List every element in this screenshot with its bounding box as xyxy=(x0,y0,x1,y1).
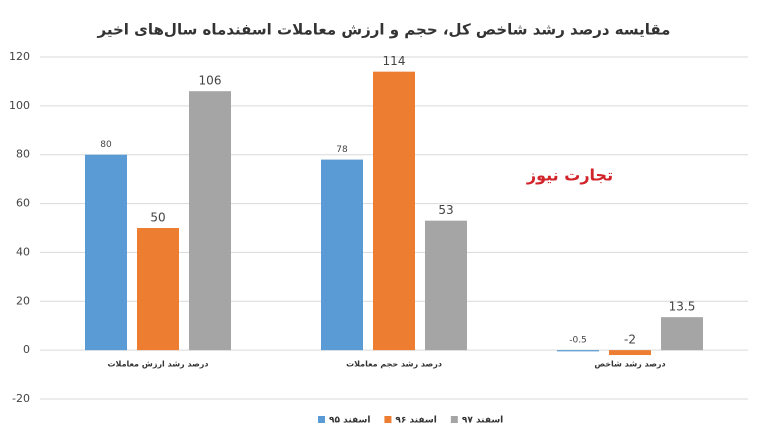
value-label: 106 xyxy=(199,74,222,88)
x-tick-label: درصد رشد شاخص xyxy=(594,360,665,370)
bar xyxy=(189,91,231,351)
legend-label: اسفند ۹۷ xyxy=(462,416,503,426)
y-tick-label: 0 xyxy=(23,343,30,356)
value-label: 53 xyxy=(438,203,453,217)
value-label: 13.5 xyxy=(669,300,696,314)
bar xyxy=(609,350,651,356)
legend-swatch xyxy=(318,416,325,423)
y-tick-label: 120 xyxy=(9,50,30,63)
value-label: -2 xyxy=(624,333,636,347)
value-label: 114 xyxy=(383,54,406,68)
watermark: تجارت نیوز xyxy=(526,166,613,185)
y-tick-label: 20 xyxy=(16,294,30,307)
value-label: -0.5 xyxy=(569,336,587,346)
y-tick-label: -20 xyxy=(12,392,30,405)
bar xyxy=(425,220,467,351)
x-tick-label: درصد رشد ارزش معاملات xyxy=(107,360,208,370)
legend-swatch xyxy=(384,416,392,423)
bar xyxy=(85,154,127,351)
y-tick-label: 100 xyxy=(9,99,30,112)
bar xyxy=(321,159,363,351)
value-label: 78 xyxy=(336,145,348,155)
chart-title: مقایسه درصد رشد شاخص کل، حجم و ارزش معام… xyxy=(97,21,671,39)
legend-label: اسفند ۹۶ xyxy=(395,416,436,426)
legend-swatch xyxy=(450,416,458,423)
bar xyxy=(137,228,179,351)
x-tick-label: درصد رشد حجم معاملات xyxy=(346,360,442,369)
bar xyxy=(557,350,599,352)
legend-label: اسفند ۹۵ xyxy=(329,416,370,426)
y-tick-label: 60 xyxy=(16,197,30,210)
y-tick-label: 40 xyxy=(16,245,30,258)
bar xyxy=(373,71,415,351)
value-label: 50 xyxy=(150,211,165,225)
y-tick-label: 80 xyxy=(16,148,30,161)
bar xyxy=(661,317,703,351)
value-label: 80 xyxy=(100,140,112,150)
